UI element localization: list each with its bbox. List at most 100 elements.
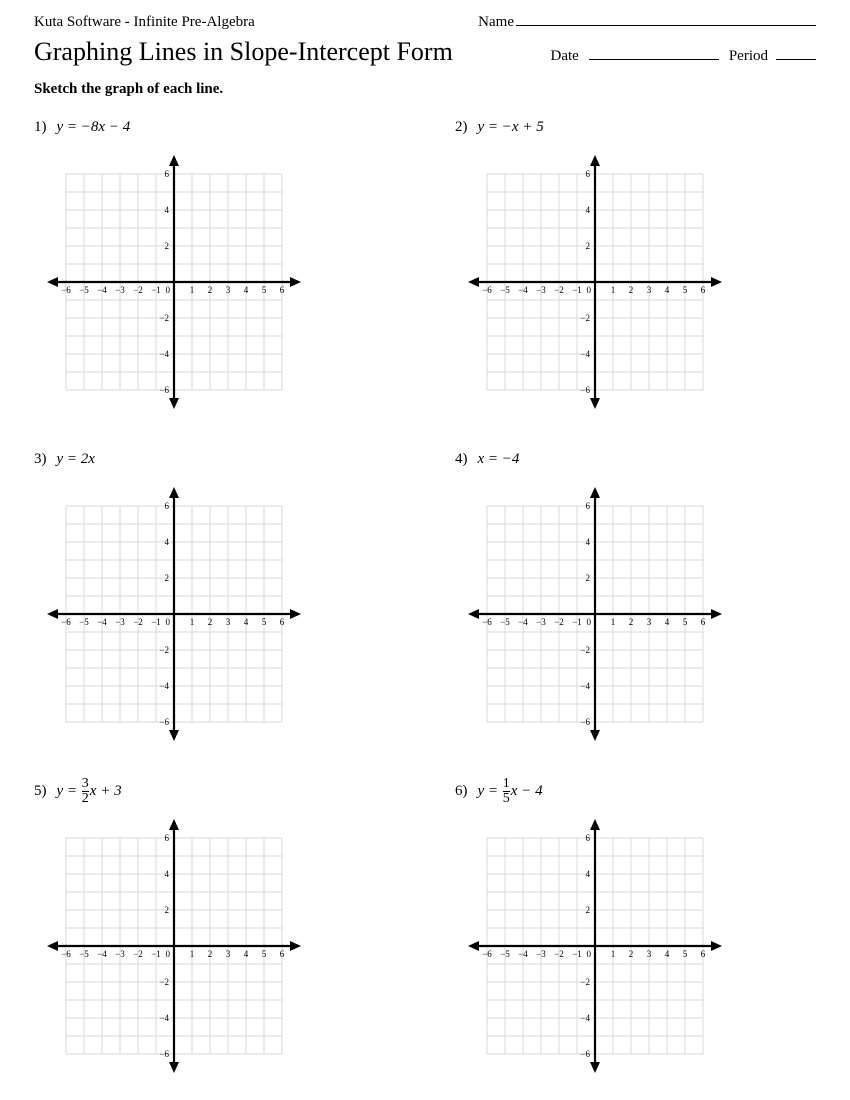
period-input-line[interactable]	[776, 46, 816, 60]
coordinate-grid: −6−5−4−3−2−10123456246−2−4−6	[465, 152, 725, 412]
svg-text:4: 4	[586, 869, 591, 879]
svg-text:6: 6	[586, 833, 591, 843]
svg-text:−2: −2	[159, 313, 169, 323]
svg-text:−2: −2	[554, 285, 564, 295]
svg-text:3: 3	[647, 285, 652, 295]
svg-text:−3: −3	[115, 617, 125, 627]
problem-number: 6)	[455, 783, 468, 800]
svg-text:−2: −2	[133, 949, 143, 959]
coordinate-grid: −6−5−4−3−2−10123456246−2−4−6	[465, 816, 725, 1076]
problem-number: 2)	[455, 119, 468, 136]
svg-text:6: 6	[701, 617, 706, 627]
coordinate-grid: −6−5−4−3−2−10123456246−2−4−6	[44, 484, 304, 744]
svg-text:0: 0	[587, 285, 592, 295]
svg-text:−4: −4	[159, 681, 169, 691]
svg-text:4: 4	[586, 205, 591, 215]
svg-text:6: 6	[280, 617, 285, 627]
svg-text:4: 4	[244, 617, 249, 627]
svg-text:4: 4	[244, 949, 249, 959]
problem: 4)x = −4−6−5−4−3−2−10123456246−2−4−6	[455, 442, 816, 744]
svg-text:0: 0	[166, 949, 171, 959]
svg-text:−3: −3	[536, 617, 546, 627]
svg-text:2: 2	[629, 949, 634, 959]
svg-text:−4: −4	[518, 617, 528, 627]
date-input-line[interactable]	[589, 46, 719, 60]
svg-text:−1: −1	[572, 949, 582, 959]
name-input-line[interactable]	[516, 12, 816, 26]
problem-number: 4)	[455, 451, 468, 468]
svg-text:6: 6	[280, 949, 285, 959]
grid-container: −6−5−4−3−2−10123456246−2−4−6	[34, 152, 395, 412]
svg-text:6: 6	[701, 949, 706, 959]
name-label: Name	[478, 14, 514, 31]
problem-number: 1)	[34, 119, 47, 136]
svg-text:6: 6	[165, 501, 170, 511]
svg-text:−4: −4	[159, 1013, 169, 1023]
svg-text:−5: −5	[500, 949, 510, 959]
svg-text:−4: −4	[580, 349, 590, 359]
coordinate-grid: −6−5−4−3−2−10123456246−2−4−6	[44, 816, 304, 1076]
svg-text:4: 4	[165, 537, 170, 547]
svg-text:−4: −4	[518, 949, 528, 959]
svg-text:−6: −6	[482, 949, 492, 959]
svg-text:−6: −6	[159, 717, 169, 727]
equation: y = 15x − 4	[478, 777, 543, 806]
problem: 2)y = −x + 5−6−5−4−3−2−10123456246−2−4−6	[455, 110, 816, 412]
svg-text:−5: −5	[79, 949, 89, 959]
svg-text:0: 0	[166, 285, 171, 295]
svg-text:−3: −3	[536, 285, 546, 295]
svg-text:3: 3	[226, 949, 231, 959]
svg-text:4: 4	[244, 285, 249, 295]
equation: y = −8x − 4	[57, 119, 131, 136]
period-label: Period	[729, 48, 768, 65]
svg-text:1: 1	[190, 285, 195, 295]
svg-text:3: 3	[226, 285, 231, 295]
svg-text:−6: −6	[159, 385, 169, 395]
svg-text:−1: −1	[572, 285, 582, 295]
svg-text:−2: −2	[159, 645, 169, 655]
equation: y = 2x	[57, 451, 95, 468]
svg-text:2: 2	[629, 617, 634, 627]
problem: 6)y = 15x − 4−6−5−4−3−2−10123456246−2−4−…	[455, 774, 816, 1076]
svg-text:−6: −6	[159, 1049, 169, 1059]
svg-text:2: 2	[165, 241, 170, 251]
svg-text:−5: −5	[500, 285, 510, 295]
grid-container: −6−5−4−3−2−10123456246−2−4−6	[34, 816, 395, 1076]
svg-text:4: 4	[165, 869, 170, 879]
svg-text:1: 1	[611, 285, 616, 295]
svg-text:2: 2	[586, 241, 591, 251]
equation: x = −4	[478, 451, 520, 468]
page-title: Graphing Lines in Slope-Intercept Form	[34, 37, 453, 67]
grid-container: −6−5−4−3−2−10123456246−2−4−6	[455, 816, 816, 1076]
svg-text:4: 4	[665, 285, 670, 295]
svg-text:−6: −6	[580, 717, 590, 727]
svg-text:3: 3	[226, 617, 231, 627]
grid-container: −6−5−4−3−2−10123456246−2−4−6	[455, 484, 816, 744]
svg-text:−2: −2	[580, 977, 590, 987]
svg-text:6: 6	[280, 285, 285, 295]
svg-text:−5: −5	[79, 285, 89, 295]
problem-number: 3)	[34, 451, 47, 468]
svg-text:−6: −6	[580, 385, 590, 395]
svg-text:6: 6	[586, 169, 591, 179]
svg-text:2: 2	[208, 285, 213, 295]
svg-text:6: 6	[165, 169, 170, 179]
svg-text:1: 1	[190, 617, 195, 627]
equation: y = −x + 5	[478, 119, 544, 136]
svg-text:2: 2	[165, 905, 170, 915]
svg-text:−5: −5	[79, 617, 89, 627]
svg-text:1: 1	[611, 617, 616, 627]
svg-text:−4: −4	[580, 681, 590, 691]
svg-text:2: 2	[165, 573, 170, 583]
svg-text:−6: −6	[61, 617, 71, 627]
svg-text:−1: −1	[572, 617, 582, 627]
problem: 5)y = 32x + 3−6−5−4−3−2−10123456246−2−4−…	[34, 774, 395, 1076]
svg-text:5: 5	[683, 285, 688, 295]
svg-text:0: 0	[587, 617, 592, 627]
svg-text:−2: −2	[159, 977, 169, 987]
svg-text:6: 6	[165, 833, 170, 843]
software-label: Kuta Software - Infinite Pre-Algebra	[34, 14, 255, 31]
grid-container: −6−5−4−3−2−10123456246−2−4−6	[34, 484, 395, 744]
svg-text:−6: −6	[61, 285, 71, 295]
date-label: Date	[551, 48, 579, 65]
